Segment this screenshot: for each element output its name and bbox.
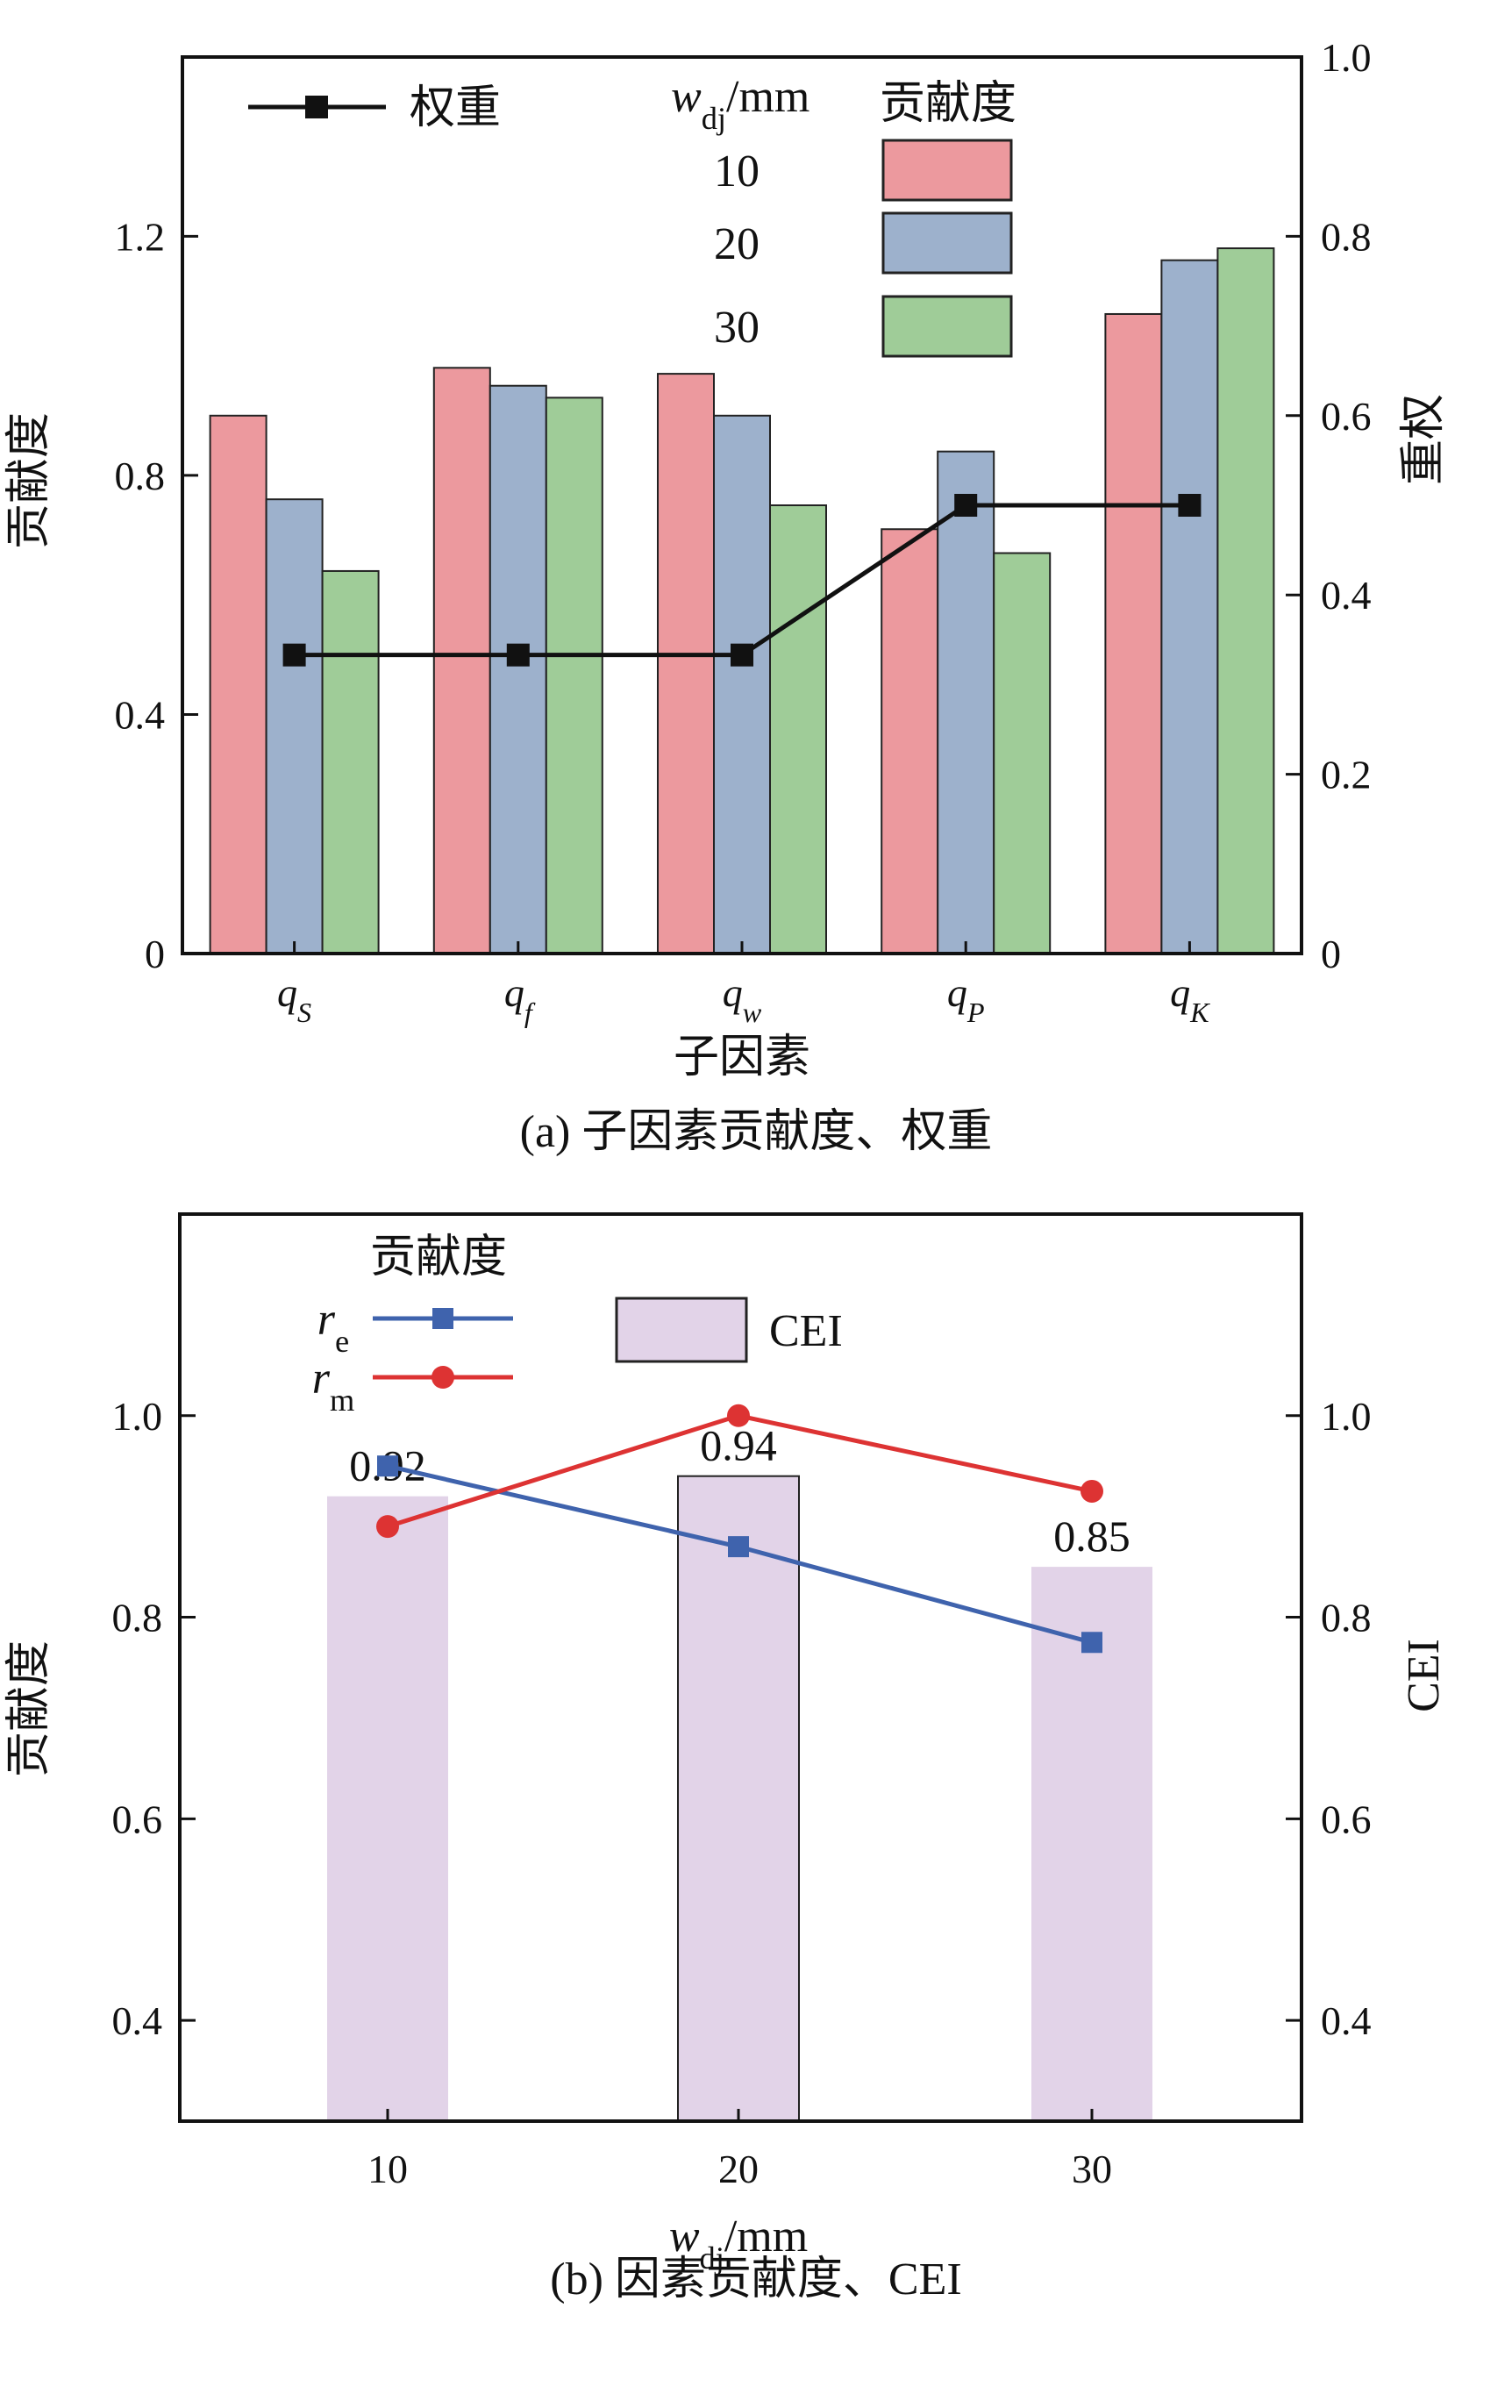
legend-var-title: wdj/mm xyxy=(671,72,809,136)
legend-marker-rm xyxy=(431,1366,454,1389)
y2-tick-label: 0.8 xyxy=(1321,1596,1372,1640)
legend-marker-re xyxy=(432,1308,453,1329)
cei-bar-2 xyxy=(1031,1567,1152,2121)
legend-label-30: 30 xyxy=(714,303,760,353)
x-tick-label: 20 xyxy=(718,2147,759,2191)
x-tick-label: 30 xyxy=(1072,2147,1112,2191)
bar-20-3 xyxy=(937,450,995,954)
marker-rm-1 xyxy=(727,1404,750,1427)
x-tick-label: qS xyxy=(277,970,311,1028)
y-tick-label: 0.4 xyxy=(115,692,166,737)
y2-tick-label: 0.6 xyxy=(1321,394,1372,439)
marker-rm-0 xyxy=(376,1515,399,1539)
y-tick-label: 0.4 xyxy=(112,1998,163,2043)
y2-tick-label: 0.6 xyxy=(1321,1797,1372,1841)
marker-re-0 xyxy=(377,1455,398,1477)
y-tick-label: 0 xyxy=(145,932,165,976)
y2-axis-label: 权重 xyxy=(1399,394,1449,485)
weight-marker-3 xyxy=(954,494,978,517)
legend-cei-swatch xyxy=(615,1297,748,1363)
x-tick-label: qP xyxy=(947,970,985,1028)
y-tick-label: 0.6 xyxy=(112,1797,163,1841)
y2-tick-label: 0.4 xyxy=(1321,1998,1372,2043)
x-axis-label: 子因素 xyxy=(674,1033,810,1083)
weight-marker-1 xyxy=(506,643,530,667)
bar-10-2 xyxy=(657,373,715,954)
svg-text:权: 权 xyxy=(1399,394,1449,439)
weight-marker-4 xyxy=(1178,494,1202,517)
cei-bar-0 xyxy=(327,1496,448,2121)
legend-label-10: 10 xyxy=(714,146,760,196)
legend-label-20: 20 xyxy=(714,219,760,269)
svg-text:贡: 贡 xyxy=(4,504,54,549)
bar-20-4 xyxy=(1160,259,1219,954)
x-axis-label: wdj/mm xyxy=(669,2212,808,2276)
svg-text:度: 度 xyxy=(4,1640,54,1686)
weight-marker-2 xyxy=(731,643,753,667)
marker-rm-2 xyxy=(1081,1479,1103,1503)
legend-lines-title: 贡献度 xyxy=(370,1233,507,1283)
legend-swatch-30 xyxy=(881,295,1013,358)
bar-10-0 xyxy=(209,414,267,954)
plot-frame-b xyxy=(178,1212,1303,2123)
bar-20-1 xyxy=(489,384,547,954)
svg-text:度: 度 xyxy=(4,412,54,458)
x-tick-label: qw xyxy=(723,970,762,1028)
weight-marker-0 xyxy=(282,643,306,667)
bar-20-2 xyxy=(713,414,771,954)
y-axis-label: 贡献度 xyxy=(4,1640,54,1777)
bar-30-4 xyxy=(1216,247,1275,954)
cei-value-label-1: 0.94 xyxy=(700,1421,777,1470)
x-tick-label: qK xyxy=(1170,970,1210,1028)
bar-10-3 xyxy=(881,528,939,955)
legend-weight-label: 权重 xyxy=(410,83,501,133)
y2-tick-label: 1.0 xyxy=(1321,1394,1372,1439)
svg-text:重: 重 xyxy=(1399,439,1449,485)
y2-tick-label: 0 xyxy=(1321,932,1341,976)
marker-re-2 xyxy=(1081,1632,1102,1654)
bar-30-2 xyxy=(769,504,827,954)
caption-a: (a) 子因素贡献度、权重 xyxy=(520,1107,993,1157)
y-tick-label: 1.2 xyxy=(115,214,166,259)
svg-text:献: 献 xyxy=(4,1686,54,1732)
y2-tick-label: 0.4 xyxy=(1321,573,1372,618)
legend-bars-title: 贡献度 xyxy=(880,79,1016,129)
legend-label-re: re xyxy=(317,1295,349,1359)
bar-30-0 xyxy=(321,569,380,954)
x-tick-label: 10 xyxy=(367,2147,408,2191)
legend-swatch-20 xyxy=(881,211,1013,275)
svg-text:献: 献 xyxy=(4,458,54,504)
cei-bar-1 xyxy=(677,1475,800,2122)
y2-tick-label: 1.0 xyxy=(1321,35,1372,80)
legend-weight-marker xyxy=(305,96,328,118)
bar-10-4 xyxy=(1104,312,1163,954)
marker-re-1 xyxy=(728,1536,749,1558)
y2-tick-label: 0.8 xyxy=(1321,214,1372,259)
y-axis-label: 贡献度 xyxy=(4,412,54,549)
legend-cei-label: CEI xyxy=(769,1306,843,1356)
y-tick-label: 0.8 xyxy=(115,454,166,498)
y2-tick-label: 0.2 xyxy=(1321,753,1372,797)
x-tick-label: qf xyxy=(504,970,536,1028)
bar-30-3 xyxy=(993,552,1052,954)
y-tick-label: 1.0 xyxy=(112,1394,163,1439)
y-tick-label: 0.8 xyxy=(112,1596,163,1640)
y2-axis-label: CEI xyxy=(1399,1639,1449,1712)
cei-value-label-2: 0.85 xyxy=(1053,1511,1130,1561)
caption-b: (b) 因素贡献度、CEI xyxy=(550,2254,961,2304)
svg-text:贡: 贡 xyxy=(4,1732,54,1777)
bar-10-1 xyxy=(432,367,491,954)
legend-label-rm: rm xyxy=(312,1354,355,1418)
legend-swatch-10 xyxy=(881,139,1013,202)
bar-20-0 xyxy=(265,498,324,954)
bar-30-1 xyxy=(545,397,603,954)
